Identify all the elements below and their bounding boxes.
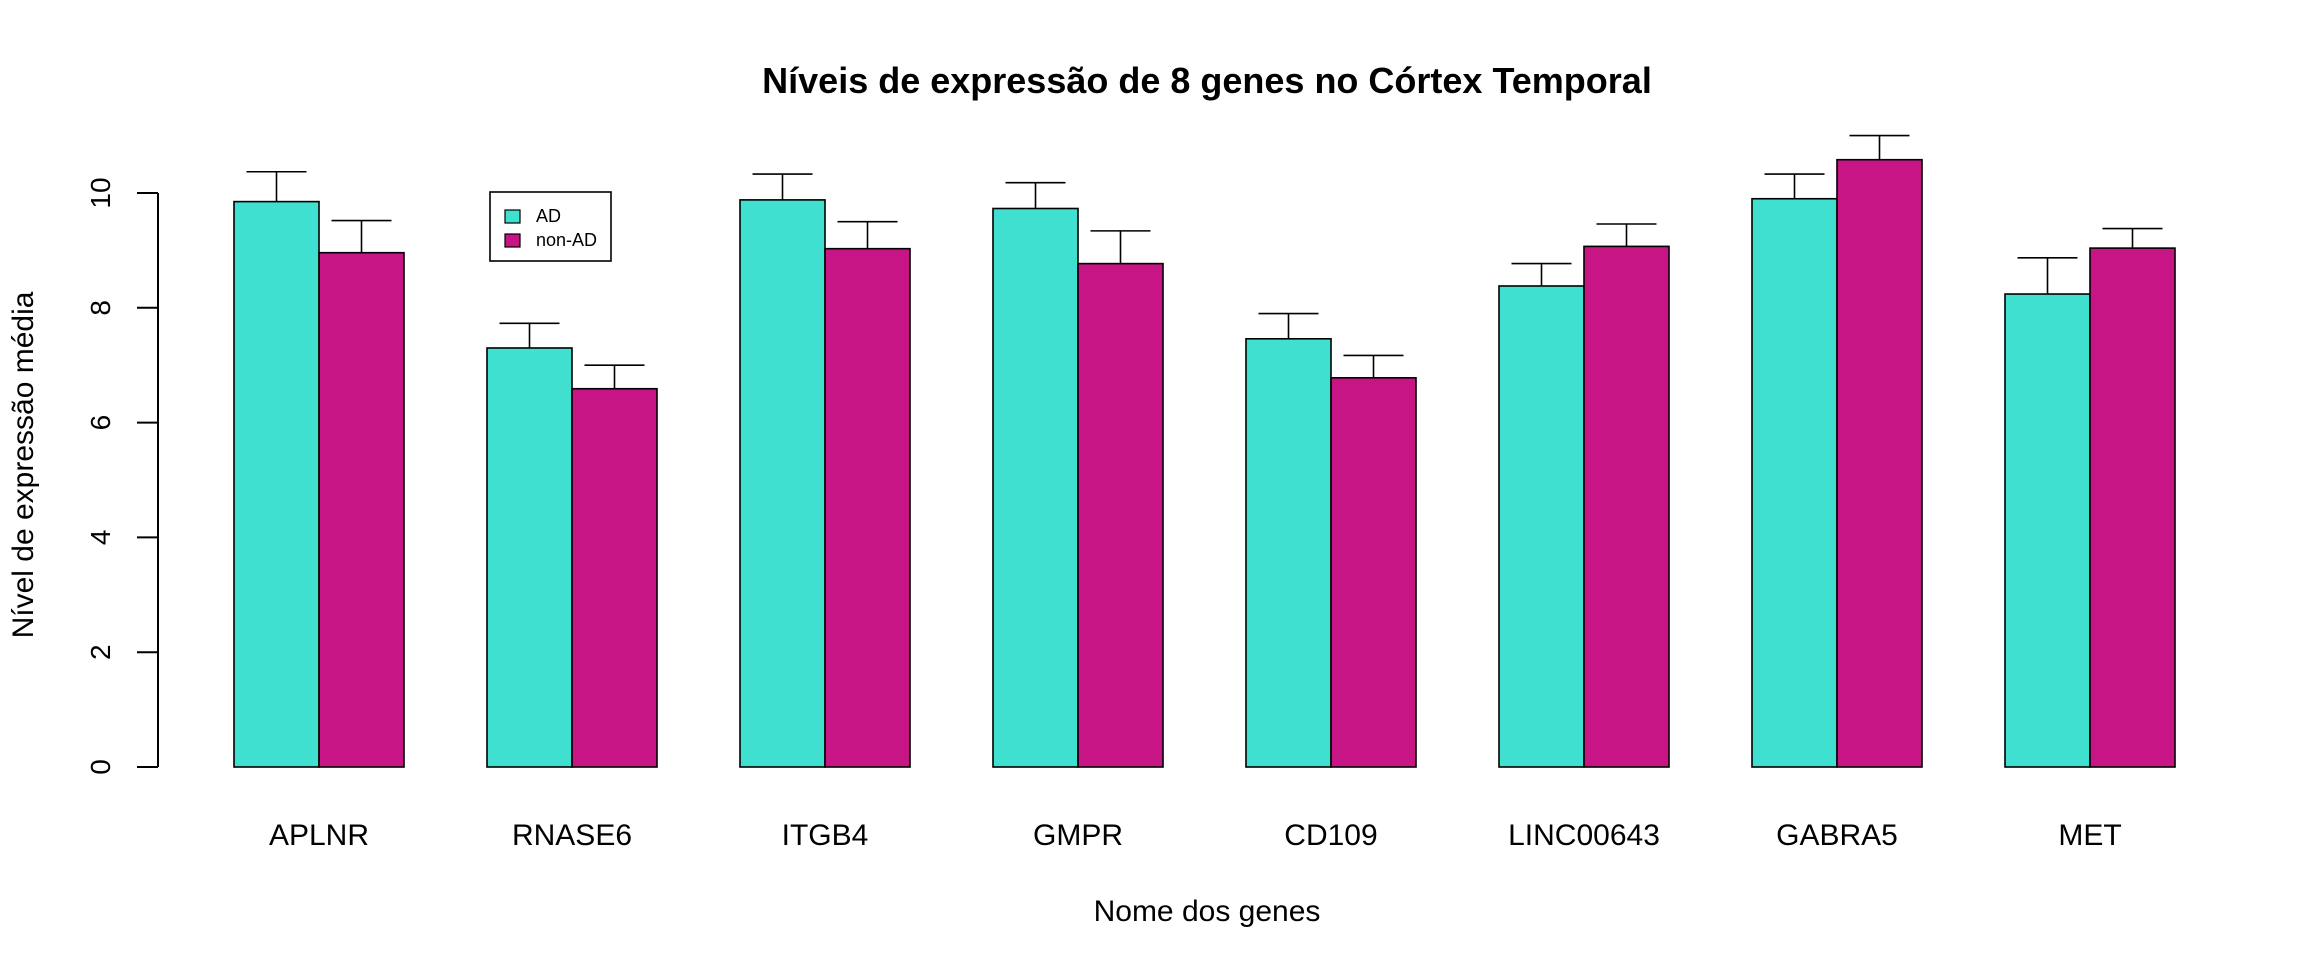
legend-swatch	[504, 233, 521, 248]
legend: AD non-AD	[489, 191, 612, 262]
x-tick-label: MET	[2058, 819, 2121, 852]
y-tick-label: 10	[85, 177, 116, 208]
legend-label: non-AD	[536, 230, 597, 250]
bar	[1751, 197, 1838, 768]
x-tick-label: CD109	[1284, 819, 1377, 852]
x-tick-label: APLNR	[269, 819, 369, 852]
y-tick-label: 4	[85, 530, 116, 546]
y-axis: 0 2 4 6 8 10	[85, 177, 159, 775]
chart-title: Níveis de expressão de 8 genes no Córtex…	[762, 60, 1652, 101]
x-tick-label: GMPR	[1033, 819, 1123, 852]
bar	[2004, 293, 2091, 768]
y-tick-label: 6	[85, 415, 116, 431]
legend-swatch	[504, 209, 521, 224]
bar	[233, 200, 320, 768]
error-bars-group	[246, 134, 2163, 389]
bars-group	[233, 158, 2176, 768]
bar	[1077, 262, 1164, 768]
bar	[486, 347, 573, 768]
bar	[2089, 247, 2176, 768]
x-axis-label: Nome dos genes	[1094, 895, 1321, 928]
bar	[571, 387, 658, 768]
bar	[1836, 158, 1923, 768]
bar	[318, 251, 405, 768]
x-tick-labels: APLNR RNASE6 ITGB4 GMPR CD109 LINC00643 GABRA5…	[269, 819, 2122, 852]
x-tick-label: GABRA5	[1776, 819, 1898, 852]
legend-label: AD	[536, 206, 561, 226]
bar	[739, 199, 826, 768]
legend-box	[489, 191, 612, 262]
x-tick-label: RNASE6	[512, 819, 632, 852]
x-tick-label: LINC00643	[1508, 819, 1660, 852]
y-axis-label: Nível de expressão média	[7, 291, 40, 638]
y-tick-label: 8	[85, 300, 116, 316]
bar	[1498, 285, 1585, 768]
bar	[1330, 377, 1417, 768]
y-tick-label: 0	[85, 759, 116, 775]
bar	[824, 247, 911, 768]
x-tick-label: ITGB4	[782, 819, 869, 852]
y-tick-label: 2	[85, 644, 116, 660]
bar	[992, 207, 1079, 768]
bar	[1583, 245, 1670, 768]
bar	[1245, 337, 1332, 768]
